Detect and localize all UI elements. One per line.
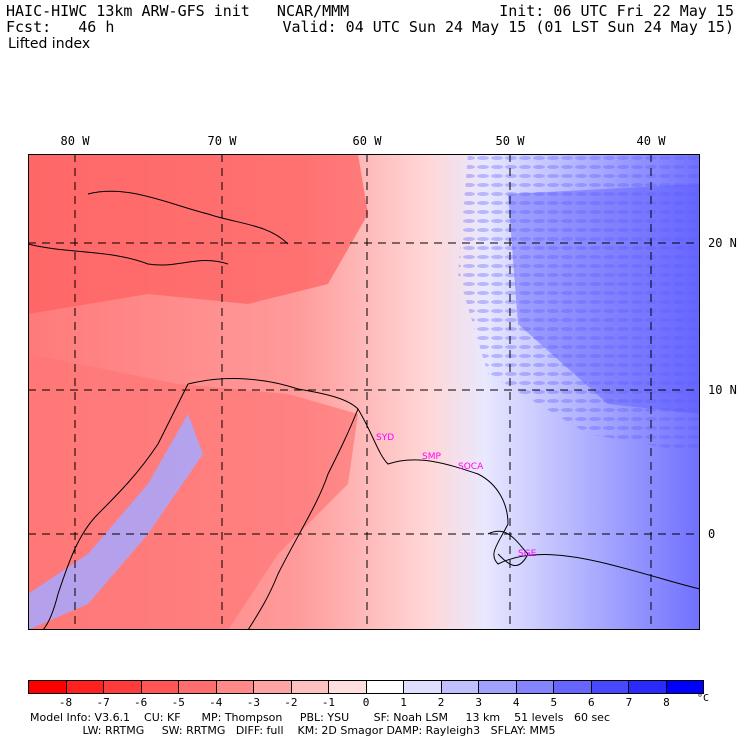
colorbar-swatch <box>103 681 141 693</box>
field-name: Lifted index <box>8 36 91 52</box>
graticule <box>28 154 700 630</box>
colorbar-swatch <box>628 681 666 693</box>
colorbar-swatch <box>665 681 703 693</box>
colorbar-tick-label: 0 <box>362 696 370 709</box>
colorbar-tick-label: 8 <box>663 696 670 709</box>
colorbar-swatch <box>403 681 441 693</box>
colorbar-tick-label: -8 <box>58 696 73 709</box>
colorbar-unit: °C <box>697 693 710 704</box>
lat-label-10n: 10 N <box>708 383 737 397</box>
colorbar-tick-label: 1 <box>400 696 407 709</box>
colorbar-swatch <box>29 681 66 693</box>
colorbar-tick-label: -6 <box>134 696 148 709</box>
lat-label-0: 0 <box>708 527 716 541</box>
init-time: Init: 06 UTC Fri 22 May 15 <box>499 2 734 20</box>
colorbar-swatch <box>290 681 328 693</box>
stable-core <box>508 184 700 414</box>
colorbar-swatch <box>478 681 516 693</box>
colorbar-swatch <box>440 681 478 693</box>
colorbar-tick-label: 6 <box>588 696 595 709</box>
station-smp: SMP <box>422 452 441 462</box>
station-soca: SOCA <box>458 462 484 472</box>
stable-region-east <box>458 154 700 454</box>
colorbar-tick-label: -1 <box>321 696 336 709</box>
colorbar-swatch <box>140 681 178 693</box>
colorbar-tick-label: -2 <box>284 696 298 709</box>
lon-label-50w: 50 W <box>495 134 525 148</box>
model-info-line2: LW: RRTMG SW: RRTMG DIFF: full KM: 2D Sm… <box>30 724 556 737</box>
lon-label-80w: 80 W <box>60 134 90 148</box>
forecast-hour: Fcst: 46 h <box>6 18 115 36</box>
lon-label-60w: 60 W <box>352 134 382 148</box>
strong-instability-north <box>28 154 368 314</box>
colorbar-tick-label: -4 <box>209 696 223 709</box>
colorbar-tick-label: -5 <box>171 696 185 709</box>
valid-time: Valid: 04 UTC Sun 24 May 15 (01 LST Sun … <box>282 18 734 36</box>
andes-stable-strip <box>28 414 203 630</box>
map-border <box>28 154 700 630</box>
colorbar-swatch <box>253 681 291 693</box>
colorbar-swatch <box>553 681 591 693</box>
colorbar-swatch <box>365 681 403 693</box>
colorbar-tick-label: 7 <box>625 696 633 709</box>
colorbar-tick-label: 2 <box>437 696 445 709</box>
colorbar-tick-label: 4 <box>512 696 520 709</box>
run-title: HAIC-HIWC 13km ARW-GFS init NCAR/MMM <box>6 2 350 20</box>
lon-label-40w: 40 W <box>636 134 666 148</box>
colorbar-swatch <box>65 681 103 693</box>
colorbar-swatch <box>590 681 628 693</box>
lifted-index-map: SYD SMP SOCA SGE <box>28 154 700 630</box>
colorbar-tick-label: -3 <box>246 696 260 709</box>
lon-label-70w: 70 W <box>207 134 237 148</box>
coastlines <box>28 190 700 630</box>
colorbar-swatch <box>328 681 366 693</box>
colorbar-swatch <box>215 681 253 693</box>
lat-label-20n: 20 N <box>708 236 737 250</box>
model-info-line1: Model Info: V3.6.1 CU: KF MP: Thompson P… <box>30 711 610 724</box>
colorbar-tick-label: 5 <box>550 696 558 709</box>
colorbar-tick-label: -7 <box>96 696 110 709</box>
colorbar-tick-label: 3 <box>475 696 482 709</box>
colorbar-swatch <box>515 681 553 693</box>
station-syd: SYD <box>376 433 394 443</box>
colorbar <box>28 680 704 694</box>
colorbar-swatch <box>178 681 216 693</box>
station-sge: SGE <box>518 549 537 559</box>
